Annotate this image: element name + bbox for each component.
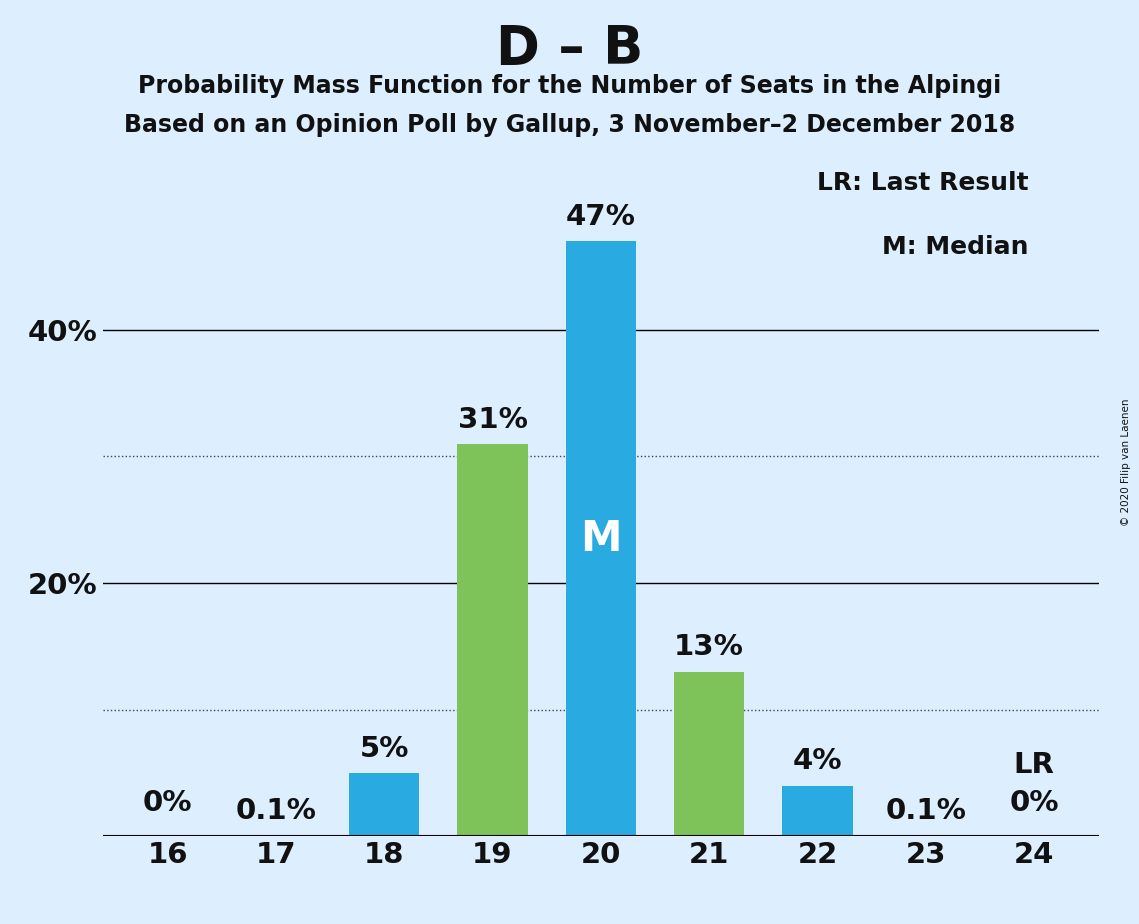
- Text: 0%: 0%: [1009, 789, 1059, 817]
- Text: M: Median: M: Median: [883, 235, 1029, 259]
- Text: 0.1%: 0.1%: [236, 796, 317, 825]
- Text: 47%: 47%: [566, 203, 636, 231]
- Bar: [782, 785, 853, 836]
- Text: M: M: [580, 517, 622, 560]
- Text: 4%: 4%: [793, 748, 842, 775]
- Text: Probability Mass Function for the Number of Seats in the Alpingi: Probability Mass Function for the Number…: [138, 74, 1001, 98]
- Bar: [349, 772, 419, 836]
- Text: LR: LR: [1014, 751, 1055, 779]
- Text: 13%: 13%: [674, 634, 744, 662]
- Text: 5%: 5%: [360, 735, 409, 763]
- Bar: [240, 835, 311, 836]
- Text: © 2020 Filip van Laenen: © 2020 Filip van Laenen: [1121, 398, 1131, 526]
- Text: D – B: D – B: [495, 23, 644, 75]
- Text: LR: Last Result: LR: Last Result: [817, 172, 1029, 196]
- Text: Based on an Opinion Poll by Gallup, 3 November–2 December 2018: Based on an Opinion Poll by Gallup, 3 No…: [124, 113, 1015, 137]
- Text: 0.1%: 0.1%: [885, 796, 966, 825]
- Bar: [891, 835, 961, 836]
- Bar: [457, 444, 527, 836]
- Bar: [674, 672, 745, 836]
- Bar: [566, 241, 636, 836]
- Text: 0%: 0%: [142, 789, 192, 817]
- Text: 31%: 31%: [458, 406, 527, 433]
